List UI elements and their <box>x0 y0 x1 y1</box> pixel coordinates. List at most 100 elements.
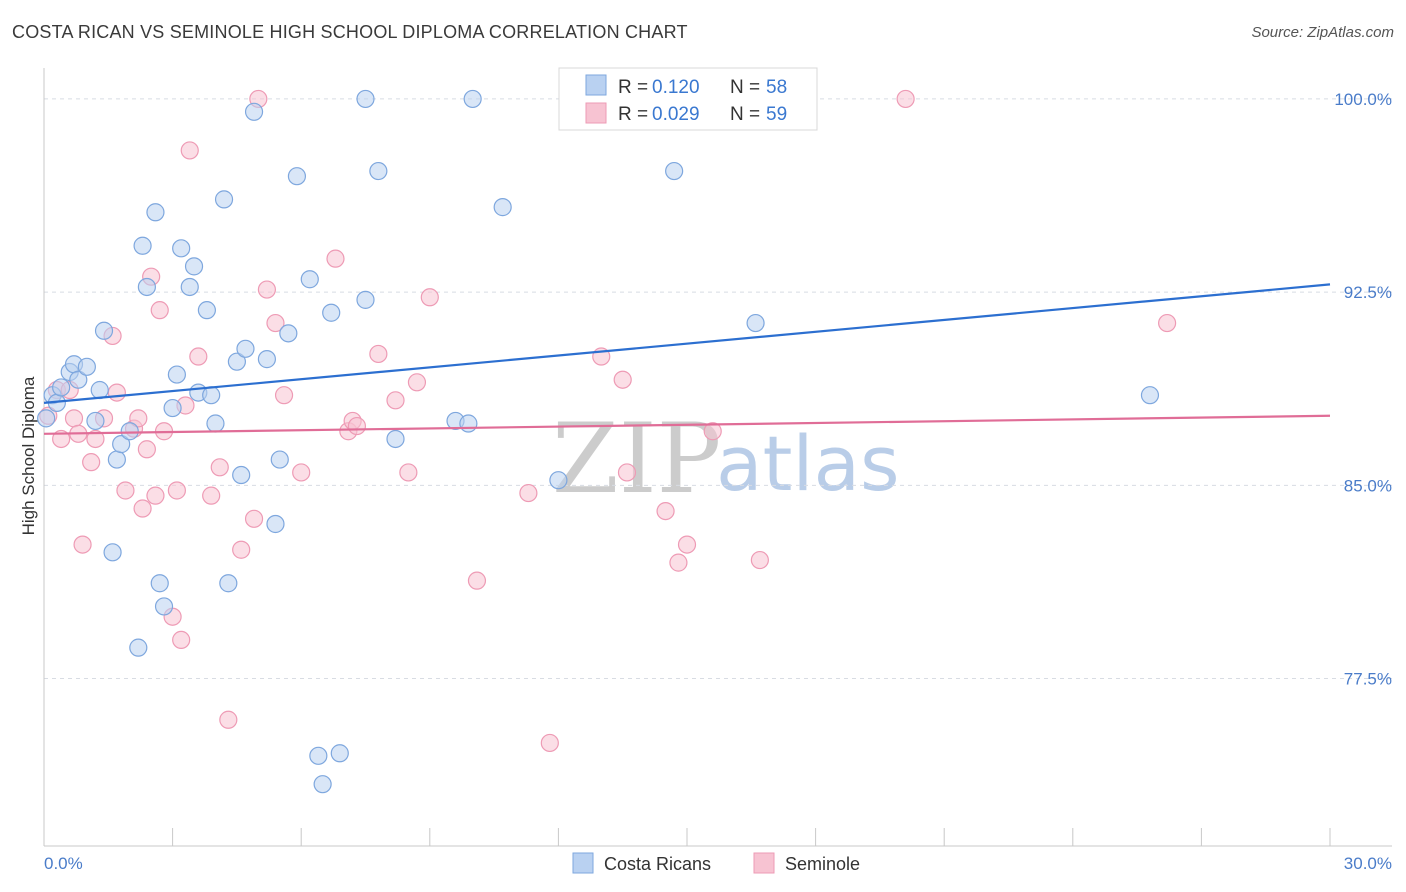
costa-ricans-point <box>309 746 328 765</box>
seminole-point <box>617 463 637 482</box>
legend-r-label-2: R = <box>618 104 648 125</box>
costa-ricans-point <box>232 465 251 485</box>
costa-ricans-point <box>129 638 148 657</box>
costa-ricans-point <box>322 303 341 322</box>
costa-ricans-point <box>202 386 221 405</box>
costa-ricans-point <box>163 398 182 418</box>
costa-ricans-point <box>146 203 165 222</box>
series-legend: Costa Ricans Seminole <box>572 852 860 874</box>
x-tick-label-max: 30.0% <box>1344 854 1392 873</box>
seminole-point <box>189 347 208 366</box>
costa-ricans-point <box>459 414 478 433</box>
seminole-point <box>347 416 367 436</box>
costa-ricans-point <box>236 339 255 358</box>
seminole-point <box>656 501 675 521</box>
y-axis-label: High School Diploma <box>19 376 38 535</box>
costa-ricans-point <box>37 409 56 428</box>
seminole-point <box>613 370 632 389</box>
costa-ricans-point <box>493 198 512 217</box>
y-tick-label: 77.5% <box>1344 670 1392 689</box>
costa-ricans-point <box>214 190 234 209</box>
seminole-point <box>167 481 186 500</box>
seminole-point <box>326 249 345 268</box>
costa-ricans-point <box>386 429 405 449</box>
watermark-atlas: atlas <box>716 419 900 508</box>
costa-ricans-point <box>120 422 139 441</box>
seminole-point <box>107 383 126 402</box>
costa-ricans-point <box>133 236 152 255</box>
seminole-point <box>519 483 538 503</box>
costa-ricans-point <box>244 102 264 121</box>
costa-ricans-point <box>549 471 568 490</box>
costa-ricans-point <box>330 744 349 763</box>
legend-swatch-blue <box>585 74 607 96</box>
costa-ricans-point <box>172 239 191 258</box>
y-tick-label: 92.5% <box>1344 283 1392 302</box>
seminole-point <box>64 409 84 428</box>
seminole-point <box>386 391 405 410</box>
legend-r-value-2: 0.029 <box>652 104 700 125</box>
seminole-point <box>133 499 152 518</box>
seminole-point <box>202 486 221 505</box>
watermark-zip: ZIP <box>552 403 721 515</box>
costa-ricans-point <box>154 597 174 616</box>
legend-n-label-2: N = <box>730 104 760 125</box>
costa-ricans-point <box>184 257 204 276</box>
seminole-point <box>172 630 191 650</box>
correlation-legend: R = 0.120 N = 58 R = 0.029 N = 59 <box>558 67 818 131</box>
seminole-point <box>257 280 277 299</box>
costa-ricans-point <box>369 161 388 181</box>
costa-ricans-point <box>52 378 71 397</box>
y-tick-label: 100.0% <box>1334 90 1392 109</box>
seminole-point <box>896 89 915 109</box>
costa-ricans-point <box>313 775 332 794</box>
seminole-point <box>86 429 105 449</box>
costa-ricans-point <box>463 89 482 109</box>
seminole-point <box>369 344 388 364</box>
costa-ricans-point <box>1140 386 1160 405</box>
seminole-point <box>274 386 294 405</box>
costa-ricans-point <box>219 574 238 593</box>
costa-ricans-point <box>270 450 289 469</box>
costa-ricans-point <box>287 167 307 186</box>
seminole-point <box>1158 313 1177 333</box>
seminole-point <box>232 540 251 559</box>
legend-swatch-pink <box>585 102 607 124</box>
costa-ricans-point <box>300 270 319 289</box>
costa-ricans-point <box>103 543 122 562</box>
seminole-point <box>244 509 264 528</box>
bottom-legend-swatch-seminole <box>753 852 775 874</box>
seminole-point <box>420 288 439 307</box>
costa-ricans-point <box>279 324 298 343</box>
seminole-point <box>540 733 559 753</box>
seminole-point <box>129 409 148 428</box>
seminole-point <box>73 535 92 554</box>
bottom-legend-label-costa-ricans: Costa Ricans <box>604 854 711 874</box>
seminole-point <box>467 571 487 590</box>
costa-ricans-point <box>197 301 216 320</box>
costa-ricans-point <box>137 277 156 297</box>
seminole-point <box>266 313 285 333</box>
seminole-point <box>146 486 165 505</box>
seminole-point <box>219 710 238 729</box>
x-tick-label-min: 0.0% <box>44 854 83 873</box>
costa-ricans-point <box>107 450 126 469</box>
bottom-legend-label-seminole: Seminole <box>785 854 860 874</box>
source-credit: Source: ZipAtlas.com <box>1251 24 1394 41</box>
costa-ricans-point <box>167 365 186 384</box>
costa-ricans-point <box>94 321 114 340</box>
costa-ricans-point <box>69 370 88 389</box>
legend-n-value-2: 59 <box>766 104 787 125</box>
seminole-point <box>116 481 135 500</box>
costa-ricans-point <box>746 313 765 333</box>
seminole-point <box>669 553 688 572</box>
costa-ricans-trend-line <box>43 283 1331 404</box>
seminole-point <box>703 422 722 441</box>
legend-r-value-1: 0.120 <box>652 77 700 98</box>
costa-ricans-point <box>206 414 225 433</box>
seminole-trend-line <box>43 414 1331 435</box>
seminole-point <box>210 458 229 477</box>
seminole-point <box>399 463 418 482</box>
seminole-point <box>150 301 169 320</box>
